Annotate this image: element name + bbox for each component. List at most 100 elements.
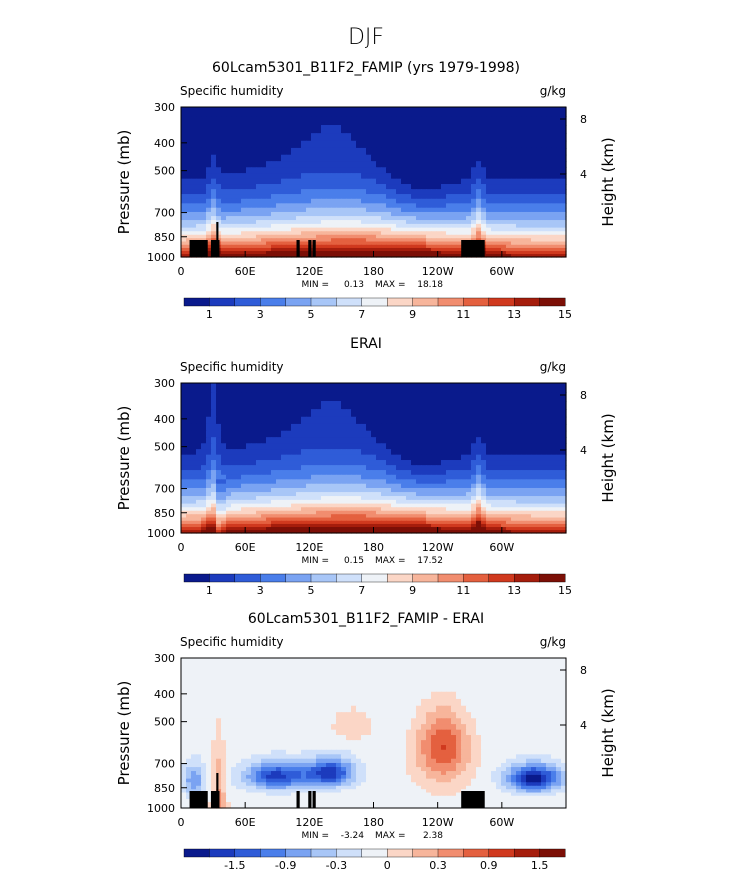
field-cell — [456, 141, 462, 149]
field-cell — [396, 500, 402, 504]
field-cell — [316, 155, 322, 162]
field-cell — [396, 199, 402, 204]
field-cell — [476, 167, 482, 173]
field-cell — [396, 449, 402, 455]
field-cell — [246, 424, 252, 431]
field-cell — [341, 203, 347, 208]
field-cell — [551, 392, 557, 401]
field-cell — [216, 488, 222, 493]
field-cell — [516, 167, 522, 173]
field-cell — [256, 492, 262, 497]
field-cell — [301, 148, 307, 155]
field-cell — [406, 507, 412, 511]
field-cell — [396, 383, 402, 393]
field-cell — [256, 507, 262, 511]
field-cell — [431, 488, 437, 493]
field-cell — [376, 443, 382, 449]
field-cell — [516, 133, 522, 141]
field-cell — [521, 161, 527, 168]
field-cell — [466, 449, 472, 455]
field-cell — [531, 667, 537, 676]
field-cell — [441, 228, 447, 232]
field-cell — [426, 470, 432, 475]
field-cell — [361, 231, 367, 235]
field-cell — [316, 401, 322, 410]
field-cell — [426, 383, 432, 393]
field-cell — [501, 676, 507, 685]
min-value-1: 0.13 — [344, 280, 364, 290]
field-cell — [521, 148, 527, 155]
field-cell — [411, 424, 417, 431]
field-cell — [201, 417, 207, 425]
field-cell — [211, 511, 217, 515]
field-cell — [396, 488, 402, 493]
field-cell — [271, 500, 277, 504]
field-cell — [426, 424, 432, 431]
field-cell — [311, 504, 317, 508]
field-cell — [306, 475, 312, 480]
field-cell — [521, 443, 527, 449]
field-cell — [286, 437, 292, 444]
field-cell — [206, 496, 212, 500]
field-cell — [331, 470, 337, 475]
field-cell — [341, 167, 347, 173]
field-cell — [356, 231, 362, 235]
field-cell — [461, 511, 467, 515]
field-cell — [551, 155, 557, 162]
field-cell — [521, 500, 527, 504]
field-cell — [246, 383, 252, 393]
field-cell — [496, 224, 502, 228]
field-cell — [321, 465, 327, 471]
field-cell — [381, 155, 387, 162]
field-cell — [196, 220, 202, 224]
field-cell — [281, 504, 287, 508]
field-cell — [196, 148, 202, 155]
field-cell — [366, 431, 372, 438]
field-cell — [536, 431, 542, 438]
field-cell — [251, 228, 257, 232]
field-cell — [266, 455, 272, 461]
field-cell — [256, 658, 262, 668]
field-cell — [441, 212, 447, 217]
field-cell — [236, 455, 242, 461]
field-cell — [471, 107, 477, 117]
field-cell — [401, 216, 407, 221]
field-cell — [441, 492, 447, 497]
field-cell — [446, 199, 452, 204]
field-cell — [291, 179, 297, 185]
field-cell — [286, 492, 292, 497]
field-cell — [381, 470, 387, 475]
field-cell — [456, 507, 462, 511]
field-cell — [416, 235, 422, 239]
field-cell — [201, 465, 207, 471]
field-cell — [471, 676, 477, 685]
field-cell — [321, 216, 327, 221]
field-cell — [541, 220, 547, 224]
field-cell — [296, 199, 302, 204]
field-cell — [476, 235, 482, 239]
field-cell — [236, 235, 242, 239]
field-cell — [526, 224, 532, 228]
field-cell — [426, 184, 432, 190]
field-cell — [261, 231, 267, 235]
field-cell — [426, 496, 432, 500]
right-tick-label-1: 4 — [580, 168, 587, 181]
field-cell — [346, 667, 352, 676]
field-cell — [246, 203, 252, 208]
field-cell — [226, 460, 232, 466]
field-cell — [286, 504, 292, 508]
field-cell — [426, 189, 432, 195]
field-cell — [386, 431, 392, 438]
field-cell — [521, 496, 527, 500]
field-cell — [501, 148, 507, 155]
field-cell — [356, 484, 362, 489]
field-cell — [471, 449, 477, 455]
field-cell — [256, 424, 262, 431]
field-cell — [336, 203, 342, 208]
field-cell — [411, 194, 417, 199]
field-cell — [206, 125, 212, 134]
field-cell — [556, 148, 562, 155]
field-cell — [476, 199, 482, 204]
field-cell — [446, 148, 452, 155]
field-cell — [466, 107, 472, 117]
